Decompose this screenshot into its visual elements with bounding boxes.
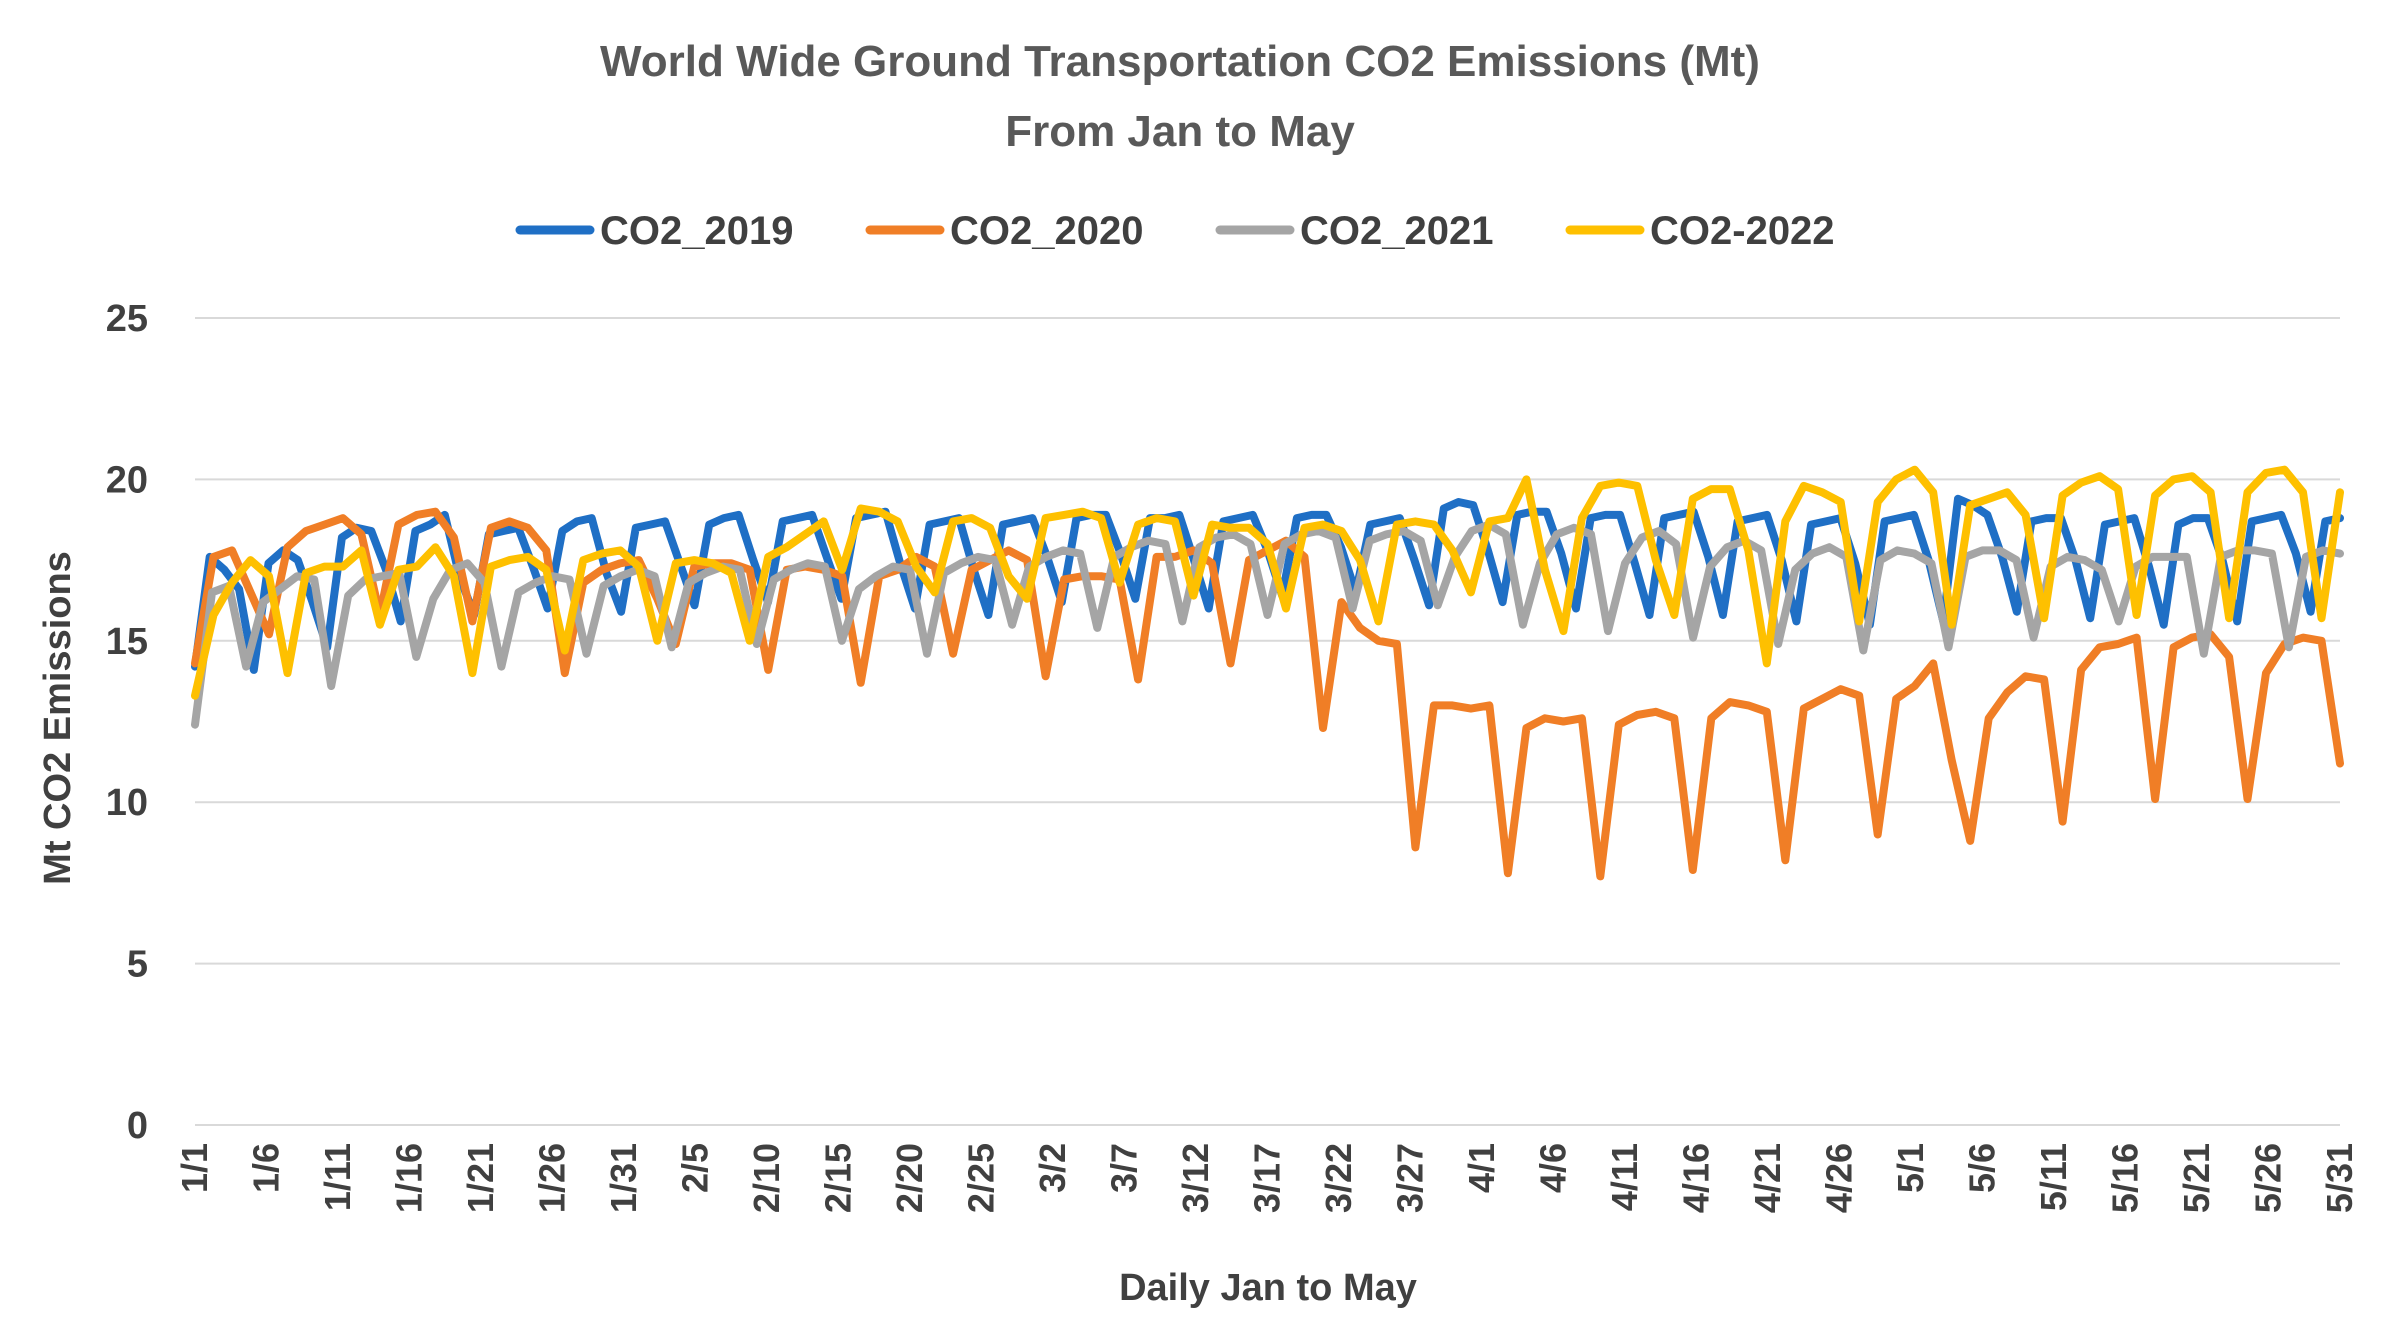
x-tick-label: 1/11 [317,1143,358,1211]
x-tick-label: 3/27 [1390,1143,1431,1213]
x-tick-label: 1/1 [174,1143,215,1193]
y-tick-label: 0 [127,1105,148,1147]
x-tick-label: 5/16 [2105,1143,2146,1213]
x-tick-label: 3/12 [1175,1143,1216,1213]
chart-title: World Wide Ground Transportation CO2 Emi… [600,37,1760,86]
x-tick-label: 5/21 [2176,1143,2217,1213]
legend-label: CO2_2021 [1300,209,1493,253]
x-axis-ticks: 1/1 1/6 1/11 1/16 1/21 1/26 1/31 2/5 2/10 2/15 2/2… [174,1143,2360,1213]
x-tick-label: 5/26 [2248,1143,2289,1213]
x-tick-label: 4/16 [1676,1143,1717,1213]
x-tick-label: 4/1 [1461,1143,1502,1193]
x-tick-label: 2/20 [889,1143,930,1213]
legend-label: CO2-2022 [1650,209,1835,253]
x-tick-label: 3/22 [1318,1143,1359,1213]
y-tick-label: 20 [106,459,148,501]
x-tick-label: 2/5 [675,1143,716,1193]
plot-area [191,465,2344,881]
x-tick-label: 1/16 [389,1143,430,1213]
legend-label: CO2_2020 [950,209,1143,253]
x-tick-label: 2/15 [818,1143,859,1213]
x-tick-label: 3/7 [1104,1143,1145,1193]
x-tick-label: 4/21 [1747,1143,1788,1213]
x-tick-label: 5/11 [2033,1143,2074,1211]
x-tick-label: 4/6 [1533,1143,1574,1193]
x-tick-label: 5/6 [1962,1143,2003,1193]
series-line-co2-2022 [191,465,2344,700]
x-tick-label: 2/25 [961,1143,1002,1213]
x-tick-label: 2/10 [746,1143,787,1213]
x-tick-label: 4/26 [1819,1143,1860,1213]
x-tick-label: 5/1 [1890,1143,1931,1193]
x-axis-title: Daily Jan to May [1119,1267,1417,1309]
y-tick-label: 10 [106,782,148,824]
x-tick-label: 1/26 [532,1143,573,1213]
chart-subtitle: From Jan to May [1005,107,1355,156]
y-axis-title: Mt CO2 Emissions [37,551,79,885]
y-tick-label: 5 [127,944,148,986]
x-tick-label: 4/11 [1604,1143,1645,1211]
x-tick-label: 5/31 [2319,1143,2360,1213]
x-tick-label: 1/21 [460,1143,501,1213]
series-line-co2_2021 [191,520,2344,729]
x-tick-label: 3/17 [1247,1143,1288,1213]
x-tick-label: 3/2 [1032,1143,1073,1193]
x-tick-label: 1/31 [603,1143,644,1213]
y-tick-label: 15 [106,621,148,663]
chart-legend: CO2_2019 CO2_2020 CO2_2021 CO2-2022 [515,209,1835,253]
x-tick-label: 1/6 [246,1143,287,1193]
y-tick-label: 25 [106,298,148,340]
gridlines [195,317,2340,1126]
y-axis-ticks: 0 5 10 15 20 25 [106,298,148,1147]
legend-label: CO2_2019 [600,209,793,253]
